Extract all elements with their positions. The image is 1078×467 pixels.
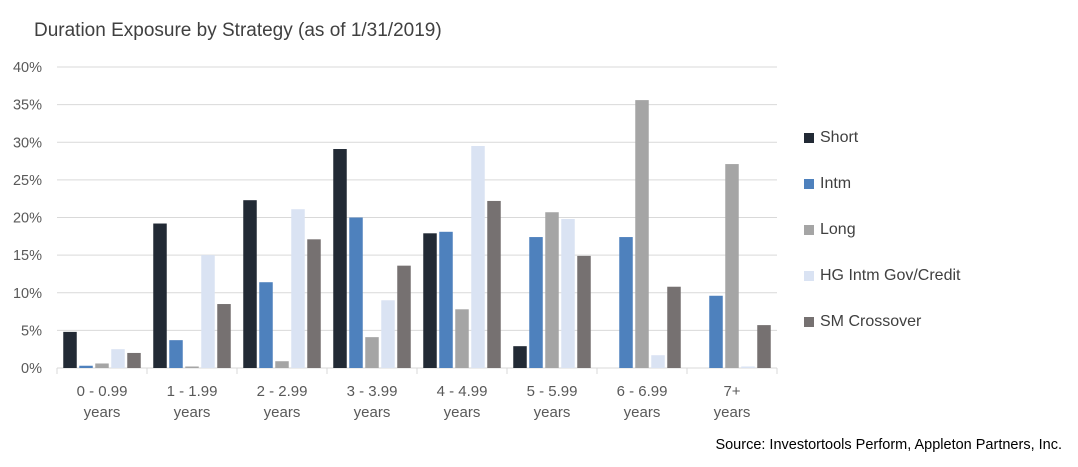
bar-intm xyxy=(709,295,723,368)
bar-hg-intm-gov-credit xyxy=(111,349,125,368)
bar-intm xyxy=(529,237,543,368)
bar-sm-crossover xyxy=(307,239,321,368)
bar-hg-intm-gov-credit xyxy=(471,146,485,368)
y-tick-label: 30% xyxy=(13,135,42,151)
bar-intm xyxy=(619,237,633,368)
bar-sm-crossover xyxy=(127,352,141,368)
bar-hg-intm-gov-credit xyxy=(741,366,755,368)
legend-swatch-hg-intm-gov-credit xyxy=(804,271,814,281)
bar-hg-intm-gov-credit xyxy=(291,209,305,368)
bar-long xyxy=(455,309,469,368)
bar-sm-crossover xyxy=(397,265,411,368)
bar-hg-intm-gov-credit xyxy=(201,255,215,368)
legend-item-sm-crossover: SM Crossover xyxy=(804,312,1064,358)
x-tick-label: 4 - 4.99 xyxy=(437,383,488,400)
bar-short xyxy=(423,233,437,368)
x-tick-label: 6 - 6.99 xyxy=(617,383,668,400)
bar-sm-crossover xyxy=(667,286,681,368)
x-tick-label: years xyxy=(714,404,751,421)
legend-swatch-short xyxy=(804,133,814,143)
x-tick-label: 0 - 0.99 xyxy=(77,383,128,400)
legend-label-hg-intm-gov-credit: HG Intm Gov/Credit xyxy=(820,267,961,284)
x-tick-label: years xyxy=(354,404,391,421)
legend-item-long: Long xyxy=(804,220,1064,266)
legend-item-intm: Intm xyxy=(804,174,1064,220)
bar-long xyxy=(365,337,379,368)
bar-long xyxy=(275,361,289,368)
y-tick-label: 20% xyxy=(13,211,42,227)
bar-hg-intm-gov-credit xyxy=(381,300,395,368)
legend-swatch-intm xyxy=(804,179,814,189)
legend-swatch-long xyxy=(804,225,814,235)
bar-long xyxy=(185,366,199,368)
bar-intm xyxy=(259,282,273,368)
bar-sm-crossover xyxy=(757,325,771,368)
bar-long xyxy=(545,212,559,368)
bar-intm xyxy=(349,217,363,368)
bar-hg-intm-gov-credit xyxy=(651,355,665,368)
y-tick-label: 25% xyxy=(13,173,42,189)
x-tick-label: years xyxy=(624,404,661,421)
bar-sm-crossover xyxy=(577,255,591,368)
bar-short xyxy=(243,200,257,368)
bar-long xyxy=(635,100,649,369)
y-tick-label: 10% xyxy=(13,286,42,302)
x-tick-label: years xyxy=(264,404,301,421)
x-tick-label: 2 - 2.99 xyxy=(257,383,308,400)
x-tick-label: years xyxy=(444,404,481,421)
bar-sm-crossover xyxy=(487,200,501,368)
x-tick-label: years xyxy=(174,404,211,421)
legend-swatch-sm-crossover xyxy=(804,317,814,327)
bar-sm-crossover xyxy=(217,304,231,368)
legend-label-short: Short xyxy=(820,129,859,146)
y-tick-label: 35% xyxy=(13,98,42,114)
legend: Short Intm Long HG Intm Gov/Credit SM Cr… xyxy=(804,128,1064,358)
bar-short xyxy=(153,223,167,368)
bar-long xyxy=(95,363,109,368)
y-tick-label: 5% xyxy=(21,323,42,339)
bar-intm xyxy=(169,340,183,368)
y-tick-label: 0% xyxy=(21,361,42,377)
x-tick-label: 7+ xyxy=(723,383,740,400)
x-tick-label: 1 - 1.99 xyxy=(167,383,218,400)
legend-label-long: Long xyxy=(820,221,856,238)
legend-item-short: Short xyxy=(804,128,1064,174)
x-tick-label: 5 - 5.99 xyxy=(527,383,578,400)
bar-short xyxy=(63,331,77,368)
bar-hg-intm-gov-credit xyxy=(561,219,575,368)
x-tick-label: years xyxy=(534,404,571,421)
bar-long xyxy=(725,164,739,368)
bar-intm xyxy=(79,365,93,368)
legend-label-intm: Intm xyxy=(820,175,852,192)
bar-short xyxy=(333,149,347,368)
bar-short xyxy=(513,346,527,368)
y-tick-label: 40% xyxy=(13,60,42,76)
y-tick-label: 15% xyxy=(13,248,42,264)
legend-label-sm-crossover: SM Crossover xyxy=(820,313,922,330)
x-tick-label: 3 - 3.99 xyxy=(347,383,398,400)
bar-intm xyxy=(439,231,453,368)
x-tick-label: years xyxy=(84,404,121,421)
source-note: Source: Investortools Perform, Appleton … xyxy=(715,437,1062,453)
legend-item-hg-intm-gov-credit: HG Intm Gov/Credit xyxy=(804,266,1064,312)
chart-title: Duration Exposure by Strategy (as of 1/3… xyxy=(34,20,442,41)
